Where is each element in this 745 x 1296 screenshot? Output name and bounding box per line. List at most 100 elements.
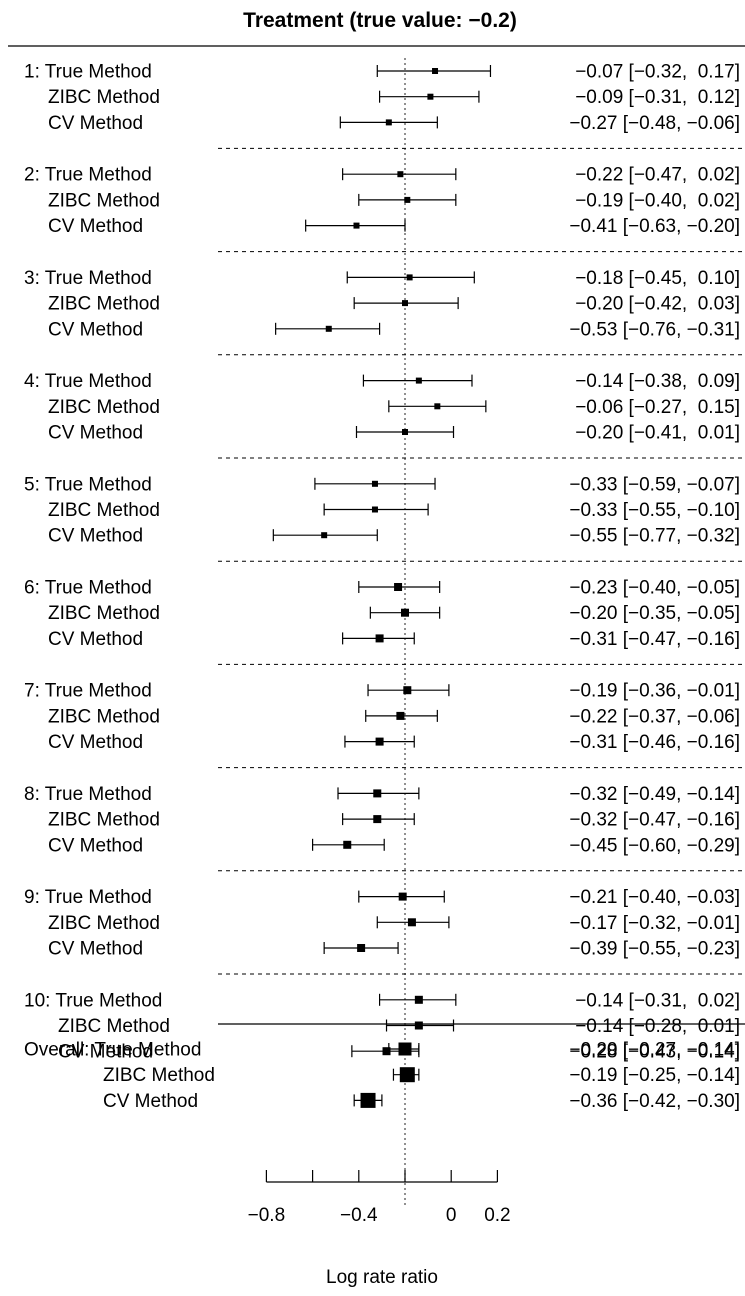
study-5-true-method-label: 5: True Method: [24, 474, 152, 495]
study-6-true-method-value: −0.23 [−0.40, −0.05]: [569, 578, 740, 599]
study-9-zibc-method-value: −0.17 [−0.32, −0.01]: [569, 913, 740, 934]
study-10-true-method-label: 10: True Method: [24, 990, 162, 1011]
rows-layer: 1: True Method −0.07 [−0.32, 0.17] ZIBC Me…: [24, 62, 745, 1112]
chart-title: Treatment (true value: −0.2): [243, 9, 517, 32]
study-1-cv-method-estimate: [385, 119, 392, 126]
study-3-true-method-value: −0.18 [−0.45, 0.10]: [575, 268, 740, 289]
study-2-zibc-method-label: ZIBC Method: [48, 190, 160, 211]
study-10-zibc-method-estimate: [414, 1021, 423, 1030]
study-10-zibc-method-label: ZIBC Method: [58, 1016, 170, 1037]
study-7-true-method-label: 7: True Method: [24, 681, 152, 702]
study-4-zibc-method-value: −0.06 [−0.27, 0.15]: [575, 397, 740, 418]
study-7-cv-method-label: CV Method: [48, 732, 143, 753]
study-8-cv-method-label: CV Method: [48, 835, 143, 856]
study-2-true-method-value: −0.22 [−0.47, 0.02]: [575, 165, 740, 186]
study-10-zibc-method-value: −0.14 [−0.28, 0.01]: [575, 1016, 740, 1037]
study-4-cv-method-label: CV Method: [48, 423, 143, 444]
study-4-true-method-label: 4: True Method: [24, 371, 152, 392]
study-6-true-method-label: 6: True Method: [24, 578, 152, 599]
study-8-true-method-value: −0.32 [−0.49, −0.14]: [569, 784, 740, 805]
study-1-zibc-method-value: −0.09 [−0.31, 0.12]: [575, 87, 740, 108]
overall-true-method-label: Overall: True Method: [24, 1040, 201, 1061]
x-tick-label: 0.2: [484, 1205, 510, 1226]
study-9-cv-method-value: −0.39 [−0.55, −0.23]: [569, 939, 740, 960]
study-9-zibc-method-label: ZIBC Method: [48, 913, 160, 934]
study-2-zibc-method-estimate: [404, 196, 411, 203]
study-5-zibc-method-estimate: [371, 506, 378, 513]
study-4-cv-method-value: −0.20 [−0.41, 0.01]: [575, 423, 740, 444]
study-7-zibc-method-label: ZIBC Method: [48, 706, 160, 727]
study-8-zibc-method-estimate: [373, 815, 382, 824]
study-3-cv-method-value: −0.53 [−0.76, −0.31]: [569, 319, 740, 340]
overall-cv-method-label: CV Method: [103, 1091, 198, 1112]
study-9-true-method-value: −0.21 [−0.40, −0.03]: [569, 887, 740, 908]
study-8-zibc-method-label: ZIBC Method: [48, 810, 160, 831]
study-2-cv-method-label: CV Method: [48, 216, 143, 237]
study-3-zibc-method-label: ZIBC Method: [48, 294, 160, 315]
study-8-zibc-method-value: −0.32 [−0.47, −0.16]: [569, 810, 740, 831]
study-7-cv-method-estimate: [375, 737, 384, 746]
study-10-cv-method-value: −0.28 [−0.43, −0.14]: [569, 1042, 740, 1063]
study-5-zibc-method-label: ZIBC Method: [48, 500, 160, 521]
study-5-cv-method-estimate: [321, 532, 328, 539]
study-3-zibc-method-estimate: [402, 300, 408, 307]
x-tick-label: −0.4: [340, 1205, 378, 1226]
study-3-true-method-estimate: [406, 274, 413, 281]
study-3-zibc-method-value: −0.20 [−0.42, 0.03]: [575, 294, 740, 315]
overall-zibc-method-label: ZIBC Method: [103, 1065, 215, 1086]
study-6-cv-method-label: CV Method: [48, 629, 143, 650]
overall-true-method-estimate: [398, 1042, 412, 1056]
study-9-cv-method-label: CV Method: [48, 939, 143, 960]
study-3-cv-method-estimate: [325, 325, 332, 332]
study-7-true-method-estimate: [403, 686, 412, 695]
study-5-true-method-value: −0.33 [−0.59, −0.07]: [569, 474, 740, 495]
study-10-cv-method-label: CV Method: [58, 1042, 153, 1063]
study-4-true-method-value: −0.14 [−0.38, 0.09]: [575, 371, 740, 392]
study-4-zibc-method-label: ZIBC Method: [48, 397, 160, 418]
study-1-true-method-estimate: [432, 68, 439, 74]
study-7-true-method-value: −0.19 [−0.36, −0.01]: [569, 681, 740, 702]
study-9-cv-method-estimate: [357, 944, 366, 952]
study-10-true-method-estimate: [414, 995, 423, 1004]
study-6-true-method-estimate: [394, 583, 403, 591]
study-5-true-method-estimate: [371, 480, 378, 487]
study-2-cv-method-value: −0.41 [−0.63, −0.20]: [569, 216, 740, 237]
overall-zibc-method-value: −0.19 [−0.25, −0.14]: [569, 1065, 740, 1086]
study-9-zibc-method-estimate: [407, 918, 416, 927]
study-8-true-method-estimate: [373, 789, 382, 798]
x-tick-label: −0.8: [248, 1205, 286, 1226]
study-4-cv-method-estimate: [402, 429, 408, 435]
study-2-cv-method-estimate: [353, 222, 360, 229]
overall-cv-method-estimate: [360, 1092, 376, 1108]
study-6-cv-method-estimate: [375, 634, 384, 643]
x-tick-label: 0: [446, 1205, 457, 1226]
study-10-true-method-value: −0.14 [−0.31, 0.02]: [575, 990, 740, 1011]
study-6-zibc-method-value: −0.20 [−0.35, −0.05]: [569, 603, 740, 624]
overall-true-method-value: −0.20 [−0.27, −0.14]: [569, 1040, 740, 1061]
study-1-true-method-value: −0.07 [−0.32, 0.17]: [575, 62, 740, 83]
study-6-zibc-method-label: ZIBC Method: [48, 603, 160, 624]
study-7-zibc-method-value: −0.22 [−0.37, −0.06]: [569, 706, 740, 727]
study-8-true-method-label: 8: True Method: [24, 784, 152, 805]
study-9-true-method-label: 9: True Method: [24, 887, 152, 908]
study-7-zibc-method-estimate: [396, 711, 405, 720]
study-9-true-method-estimate: [398, 892, 407, 901]
study-8-cv-method-value: −0.45 [−0.60, −0.29]: [569, 835, 740, 856]
study-8-cv-method-estimate: [343, 840, 352, 849]
study-10-cv-method-estimate: [382, 1047, 391, 1056]
study-1-true-method-label: 1: True Method: [24, 62, 152, 83]
study-1-cv-method-label: CV Method: [48, 113, 143, 134]
study-5-cv-method-value: −0.55 [−0.77, −0.32]: [569, 526, 740, 547]
study-1-zibc-method-estimate: [427, 93, 434, 100]
study-6-zibc-method-estimate: [401, 608, 409, 617]
study-6-cv-method-value: −0.31 [−0.47, −0.16]: [569, 629, 740, 650]
study-2-zibc-method-value: −0.19 [−0.40, 0.02]: [575, 190, 740, 211]
study-3-cv-method-label: CV Method: [48, 319, 143, 340]
study-5-cv-method-label: CV Method: [48, 526, 143, 547]
overall-cv-method-value: −0.36 [−0.42, −0.30]: [569, 1091, 740, 1112]
overall-zibc-method-estimate: [399, 1067, 415, 1083]
study-4-true-method-estimate: [415, 377, 422, 384]
study-3-true-method-label: 3: True Method: [24, 268, 152, 289]
study-1-cv-method-value: −0.27 [−0.48, −0.06]: [569, 113, 740, 134]
